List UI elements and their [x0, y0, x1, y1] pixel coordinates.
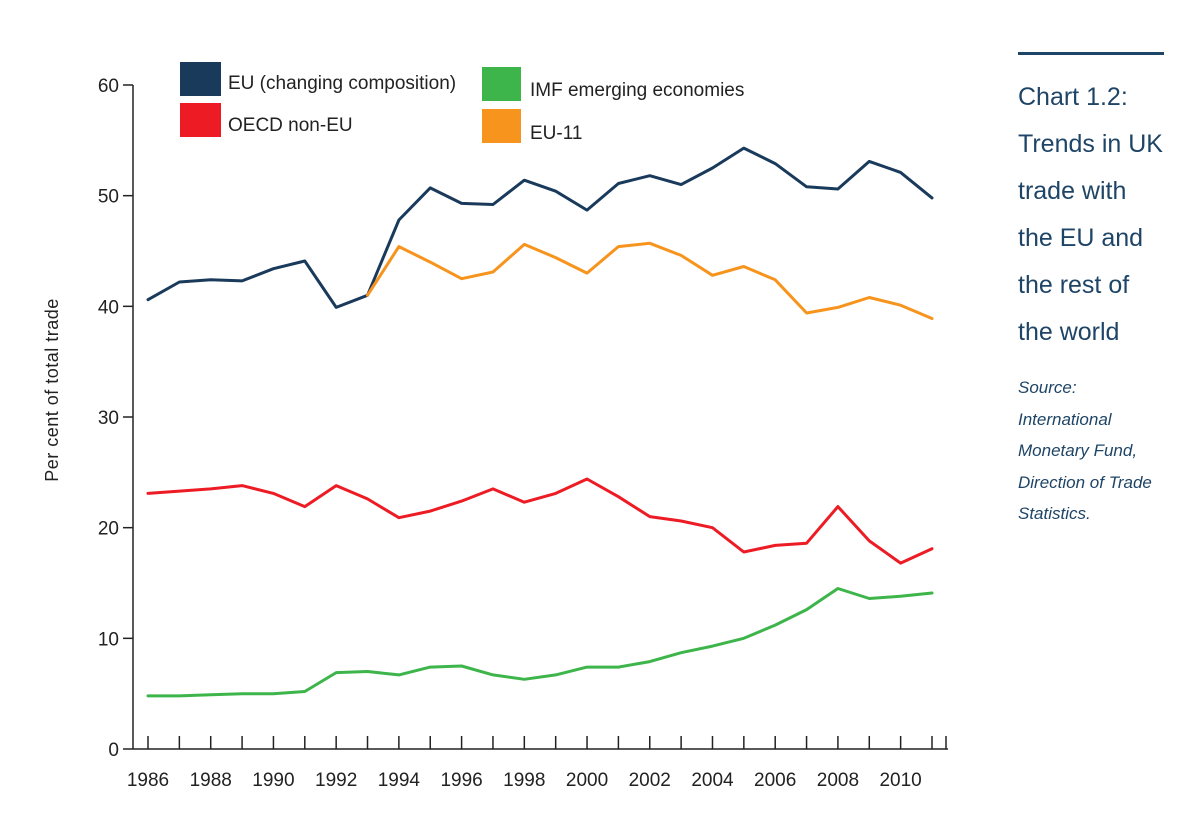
series-line-eu-11	[366, 241, 934, 320]
x-tick-label: 2006	[754, 770, 796, 791]
x-tick-label: 2010	[879, 770, 921, 791]
x-tick-label: 1996	[440, 770, 482, 791]
source-line: Source:	[1018, 378, 1077, 397]
legend-swatch-eu11	[482, 109, 521, 143]
legend-swatch-imf	[482, 67, 521, 101]
x-tick-label: 1994	[378, 770, 421, 791]
y-tick-label: 50	[98, 187, 119, 208]
line-chart: 0 10 20 30 40 50 60 1986 1988 1990 1992 1994 1996 19…	[42, 62, 948, 791]
y-tick-label: 0	[108, 740, 119, 761]
y-tick-label: 20	[98, 519, 119, 540]
chart-source-note: Source: International Monetary Fund, Dir…	[1018, 372, 1188, 530]
sidebar-rule	[1018, 52, 1164, 55]
caption-line: the rest of	[1018, 271, 1130, 299]
legend-label-eu11: EU-11	[530, 123, 582, 144]
legend-label-imf: IMF emerging economies	[530, 80, 744, 101]
caption-line: Trends in UK	[1018, 130, 1163, 158]
legend-swatch-oecd	[180, 103, 221, 137]
x-tick-label: 1992	[315, 770, 357, 791]
x-tick-label: 1998	[503, 770, 545, 791]
x-tick-label: 1986	[127, 770, 169, 791]
series-line-eu-changing-composition	[146, 146, 934, 309]
y-tick-label: 60	[98, 76, 119, 97]
caption-line: Chart 1.2:	[1018, 83, 1128, 111]
x-tick-label: 1988	[190, 770, 232, 791]
caption-line: the EU and	[1018, 224, 1144, 252]
x-tick-label: 1990	[252, 770, 294, 791]
x-tick-label: 2002	[629, 770, 671, 791]
x-tick-label: 2008	[817, 770, 859, 791]
legend-swatch-eu	[180, 62, 221, 96]
caption-line: the world	[1018, 318, 1120, 346]
x-tick-label: 2000	[566, 770, 608, 791]
source-line: Direction of Trade	[1018, 472, 1152, 492]
y-tick-label: 40	[98, 297, 119, 318]
series-line-oecd-non-eu	[146, 477, 934, 565]
x-tick-label: 2004	[691, 770, 734, 791]
legend-label-oecd: OECD non-EU	[228, 115, 353, 136]
caption-line: trade with	[1018, 177, 1127, 205]
source-line: Monetary Fund,	[1018, 441, 1138, 460]
chart-caption-title: Chart 1.2: Trends in UK trade with the E…	[1018, 74, 1188, 356]
y-axis-label: Per cent of total trade	[42, 298, 62, 482]
source-line: Statistics.	[1018, 504, 1091, 523]
series-line-imf-emerging-economies	[146, 587, 934, 698]
y-tick-label: 10	[98, 629, 119, 650]
source-line: International	[1018, 409, 1112, 429]
legend-label-eu: EU (changing composition)	[228, 73, 456, 94]
y-tick-label: 30	[98, 408, 119, 429]
legend: EU (changing composition) IMF emerging e…	[180, 62, 744, 144]
